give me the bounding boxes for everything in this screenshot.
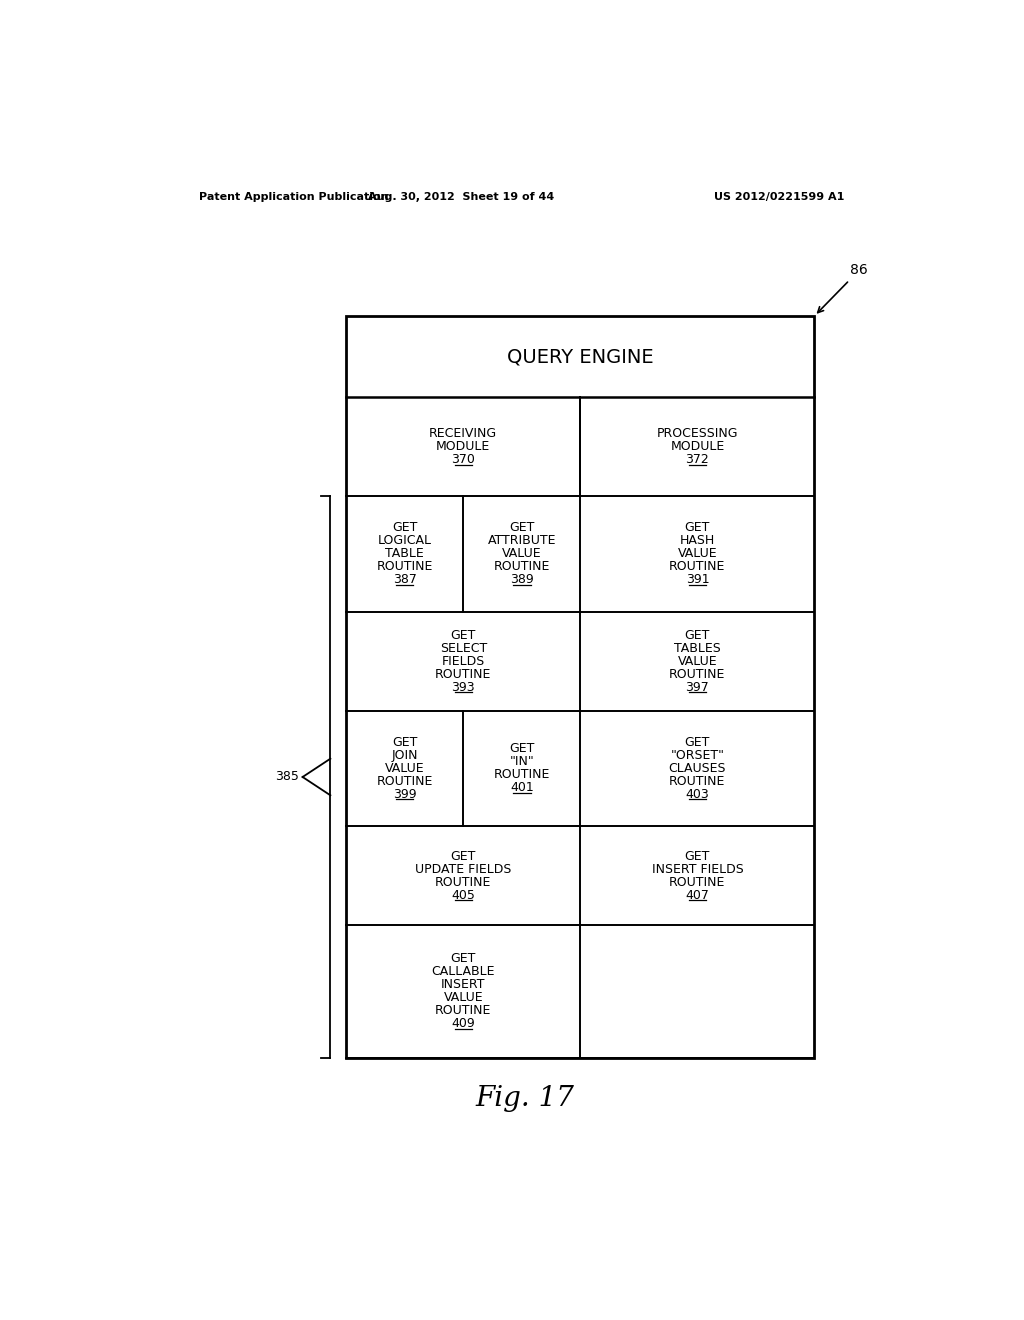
Text: VALUE: VALUE xyxy=(678,548,717,561)
Text: 391: 391 xyxy=(686,573,710,586)
Text: GET: GET xyxy=(392,521,418,535)
Text: ROUTINE: ROUTINE xyxy=(377,561,433,573)
Text: US 2012/0221599 A1: US 2012/0221599 A1 xyxy=(714,191,844,202)
Text: GET: GET xyxy=(685,737,710,748)
Text: ROUTINE: ROUTINE xyxy=(377,775,433,788)
Text: FIELDS: FIELDS xyxy=(441,655,485,668)
Text: RECEIVING: RECEIVING xyxy=(429,428,498,441)
Text: GET: GET xyxy=(451,628,476,642)
Text: CALLABLE: CALLABLE xyxy=(431,965,495,978)
Text: ROUTINE: ROUTINE xyxy=(435,875,492,888)
Text: 405: 405 xyxy=(452,888,475,902)
Text: INSERT FIELDS: INSERT FIELDS xyxy=(651,863,743,875)
Text: ROUTINE: ROUTINE xyxy=(494,768,550,781)
Text: ROUTINE: ROUTINE xyxy=(670,875,726,888)
Text: VALUE: VALUE xyxy=(443,991,483,1005)
Text: 385: 385 xyxy=(274,771,299,784)
Text: 393: 393 xyxy=(452,681,475,694)
Text: "IN": "IN" xyxy=(510,755,535,768)
Text: PROCESSING: PROCESSING xyxy=(656,428,738,441)
Text: 86: 86 xyxy=(818,263,868,313)
Text: MODULE: MODULE xyxy=(671,441,725,453)
Text: UPDATE FIELDS: UPDATE FIELDS xyxy=(415,863,511,875)
Text: ROUTINE: ROUTINE xyxy=(670,775,726,788)
Bar xyxy=(346,315,814,1057)
Text: INSERT: INSERT xyxy=(441,978,485,991)
Text: GET: GET xyxy=(509,742,535,755)
Text: 387: 387 xyxy=(393,573,417,586)
Text: ROUTINE: ROUTINE xyxy=(670,668,726,681)
Text: GET: GET xyxy=(685,850,710,863)
Text: GET: GET xyxy=(451,953,476,965)
Text: 372: 372 xyxy=(685,453,710,466)
Text: ATTRIBUTE: ATTRIBUTE xyxy=(487,535,556,548)
Text: MODULE: MODULE xyxy=(436,441,490,453)
Text: GET: GET xyxy=(451,850,476,863)
Text: ROUTINE: ROUTINE xyxy=(435,1005,492,1018)
Text: HASH: HASH xyxy=(680,535,715,548)
Text: Fig. 17: Fig. 17 xyxy=(475,1085,574,1111)
Text: 389: 389 xyxy=(510,573,534,586)
Text: 401: 401 xyxy=(510,781,534,795)
Text: 399: 399 xyxy=(393,788,417,801)
Text: GET: GET xyxy=(509,521,535,535)
Text: "ORSET": "ORSET" xyxy=(671,748,724,762)
Text: 407: 407 xyxy=(685,888,710,902)
Text: TABLES: TABLES xyxy=(674,642,721,655)
Text: 409: 409 xyxy=(452,1018,475,1031)
Text: GET: GET xyxy=(685,628,710,642)
Text: 397: 397 xyxy=(685,681,710,694)
Text: VALUE: VALUE xyxy=(678,655,717,668)
Text: Aug. 30, 2012  Sheet 19 of 44: Aug. 30, 2012 Sheet 19 of 44 xyxy=(369,191,554,202)
Text: TABLE: TABLE xyxy=(385,548,424,561)
Text: VALUE: VALUE xyxy=(502,548,542,561)
Text: 370: 370 xyxy=(452,453,475,466)
Text: LOGICAL: LOGICAL xyxy=(378,535,432,548)
Text: ROUTINE: ROUTINE xyxy=(670,561,726,573)
Text: SELECT: SELECT xyxy=(439,642,487,655)
Text: 403: 403 xyxy=(685,788,710,801)
Text: ROUTINE: ROUTINE xyxy=(494,561,550,573)
Text: GET: GET xyxy=(685,521,710,535)
Text: QUERY ENGINE: QUERY ENGINE xyxy=(507,347,653,366)
Text: CLAUSES: CLAUSES xyxy=(669,762,726,775)
Text: GET: GET xyxy=(392,737,418,748)
Text: VALUE: VALUE xyxy=(385,762,425,775)
Text: JOIN: JOIN xyxy=(391,748,418,762)
Text: Patent Application Publication: Patent Application Publication xyxy=(200,191,389,202)
Text: ROUTINE: ROUTINE xyxy=(435,668,492,681)
